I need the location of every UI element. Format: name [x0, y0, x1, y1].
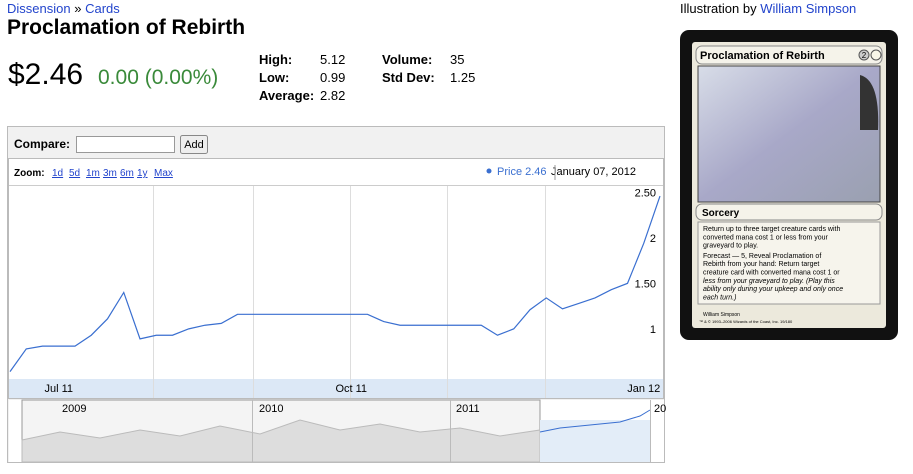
year-label: 2010	[259, 403, 283, 415]
card-art	[697, 65, 881, 203]
navigator-selection	[540, 420, 650, 462]
card-type-bar	[695, 203, 883, 221]
stat-value: 2.82	[320, 88, 346, 103]
year-label: 2011	[456, 403, 480, 415]
legend-name: Price	[497, 166, 522, 178]
zoom-option[interactable]: 1d	[52, 168, 63, 179]
rules-line: each turn.)	[703, 294, 736, 301]
card-text-box	[697, 221, 881, 305]
stat-value: 35	[450, 52, 465, 67]
price: $2.46	[8, 58, 84, 91]
card-type: Sorcery	[702, 208, 740, 219]
x-tick-label: Oct 11	[335, 383, 367, 395]
y-tick-label: 1.50	[635, 278, 656, 290]
stat-label: High:	[259, 52, 293, 67]
rules-line: creature card with converted mana cost 1…	[703, 270, 840, 277]
card-art-arch	[860, 75, 879, 130]
stat-label: Volume:	[382, 52, 433, 67]
stat-value: 1.25	[450, 70, 476, 85]
section-link[interactable]: Cards	[85, 1, 120, 16]
zoom-option[interactable]: 3m	[103, 168, 117, 179]
x-axis-band	[9, 379, 663, 398]
month-lines	[153, 186, 546, 398]
mana-generic	[858, 49, 870, 61]
year-label: 2009	[62, 403, 86, 415]
rules-line: less from your graveyard to play. (Play …	[703, 278, 835, 285]
rules-line: converted mana cost 1 or less from your	[703, 234, 829, 241]
card-artist: William Simpson	[703, 312, 740, 318]
add-button-label[interactable]: Add	[184, 139, 204, 151]
rules-line: graveyard to play.	[703, 243, 758, 250]
artist-link[interactable]: William Simpson	[760, 1, 857, 16]
compare-input[interactable]	[76, 136, 175, 153]
stat-label: Low:	[259, 70, 290, 85]
zoom-option[interactable]: 1m	[86, 168, 100, 179]
year-label: 20	[654, 403, 666, 415]
y-tick-label: 2	[650, 233, 656, 245]
mana-white	[870, 49, 882, 61]
zoom-label: Zoom:	[14, 168, 45, 179]
year-lines	[252, 400, 651, 462]
separator: »	[74, 1, 82, 16]
rules-line: Forecast — 5, Reveal Proclamation of	[703, 253, 821, 260]
rules-line: Return up to three target creature cards…	[703, 226, 840, 233]
stat-label: Std Dev:	[382, 70, 435, 85]
illustration-label: Illustration by	[680, 1, 757, 16]
zoom-option[interactable]: 5d	[69, 168, 80, 179]
stat-value: 5.12	[320, 52, 346, 67]
set-link[interactable]: Dissension	[7, 1, 71, 16]
rules-line: Rebirth from your hand: Return target	[703, 261, 819, 268]
zoom-option[interactable]: 1y	[137, 168, 148, 179]
stat-value: 0.99	[320, 70, 346, 85]
legend-entry: Price 2.46	[497, 166, 547, 178]
illustration-credit: Illustration by William Simpson	[680, 1, 856, 16]
navigator-line	[539, 409, 651, 433]
breadcrumb: Dissension » Cards	[7, 1, 120, 16]
zoom-option[interactable]: 6m	[120, 168, 134, 179]
card-name: Proclamation of Rebirth	[700, 50, 825, 62]
x-tick-label: Jul 11	[44, 383, 73, 395]
page-title: Proclamation of Rebirth	[7, 16, 246, 39]
price-line	[9, 195, 661, 372]
stat-label: Average:	[259, 88, 315, 103]
zoom-option[interactable]: Max	[154, 168, 173, 179]
card-copyright: ™ & © 1993–2006 Wizards of the Coast, In…	[699, 319, 793, 324]
card-cost: 2	[862, 51, 867, 60]
compare-label: Compare:	[14, 137, 70, 151]
plot-frame	[8, 158, 664, 399]
y-tick-label: 1	[650, 324, 656, 336]
rules-line: ability only during your upkeep and only…	[703, 286, 843, 293]
add-button[interactable]	[180, 135, 208, 154]
card-name-bar	[695, 45, 883, 65]
change: 0.00 (0.00%)	[98, 66, 219, 89]
legend-value: 2.46	[525, 166, 546, 178]
x-tick-label: Jan 12	[627, 383, 660, 395]
y-tick-label: 2.50	[635, 187, 656, 199]
card-rules: Return up to three target creature cards…	[703, 226, 843, 301]
legend-dot	[486, 168, 492, 174]
legend-date: January 07, 2012	[551, 166, 636, 178]
